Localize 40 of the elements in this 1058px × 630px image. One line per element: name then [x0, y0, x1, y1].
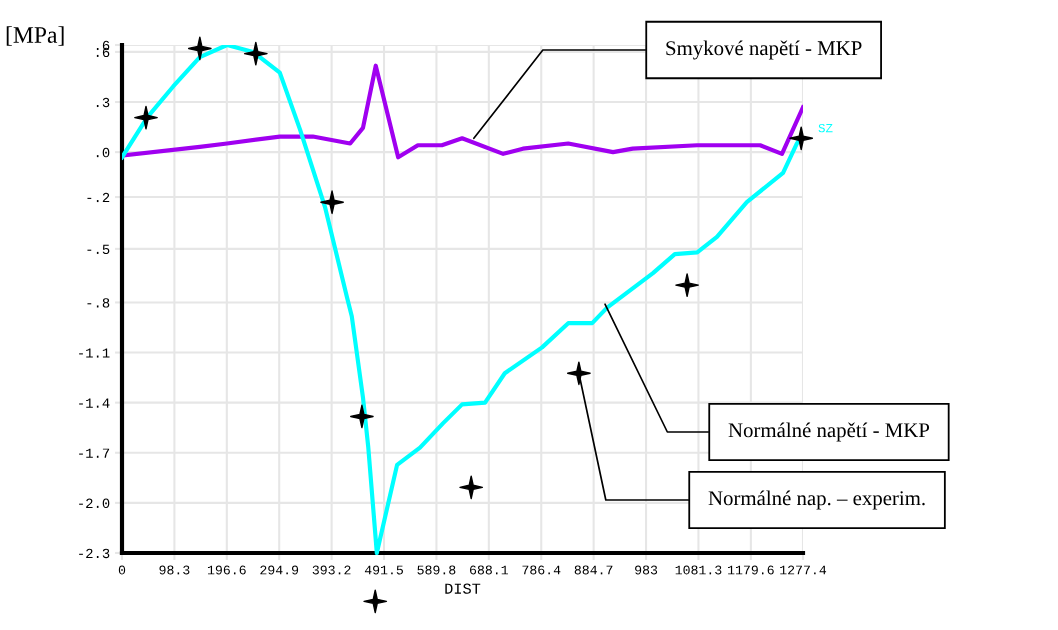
y-tick-label: -1.1 [79, 348, 110, 358]
series-label: SZ [818, 123, 833, 133]
x-tick-label: 98.3 [159, 565, 190, 575]
point [459, 475, 484, 500]
x-tick-label: 294.9 [260, 565, 299, 575]
y-tick-label: -.2 [87, 192, 110, 203]
x-axis-title: DIST [445, 583, 481, 594]
point [566, 361, 591, 386]
point [789, 126, 814, 151]
y-axis-title: [MPa] [6, 26, 64, 46]
y-tick-label: -2.3 [79, 548, 110, 559]
y-tick-label: .3 [96, 97, 110, 108]
point [363, 589, 388, 614]
x-tick-label: 1081.3 [675, 565, 722, 575]
point [187, 36, 212, 61]
x-tick-label: 0 [118, 565, 126, 575]
annotation: Normálné nap. – experim. [708, 490, 925, 510]
x-tick-label: 491.5 [364, 565, 403, 575]
y-tick-label: -1.7 [79, 448, 110, 458]
point [243, 41, 268, 66]
point [320, 190, 344, 215]
x-tick-label: 196.6 [207, 565, 246, 575]
point [134, 105, 158, 130]
x-tick-label: 688.1 [470, 565, 508, 575]
annotation: Smykové napětí - MKP [666, 40, 862, 60]
x-tick-label: 1179.6 [728, 565, 774, 575]
x-tick-label: 884.7 [574, 565, 613, 575]
point [675, 273, 699, 298]
x-tick-label: 786.4 [522, 565, 561, 575]
x-tick-label: 393.2 [312, 565, 351, 575]
annotation: Normálné napětí - MKP [728, 422, 930, 442]
y-tick-label: -.5 [87, 244, 110, 255]
point [350, 404, 374, 429]
x-tick-label: 1277.4 [780, 565, 827, 575]
x-tick-label: 589.8 [417, 565, 456, 575]
y-tick-label: -1.4 [79, 398, 110, 408]
y-tick-label: -2.0 [79, 498, 110, 509]
y-tick-label: .0 [96, 147, 110, 158]
x-tick-label: 983 [635, 565, 658, 575]
y-tick-label: -.8 [87, 298, 110, 308]
